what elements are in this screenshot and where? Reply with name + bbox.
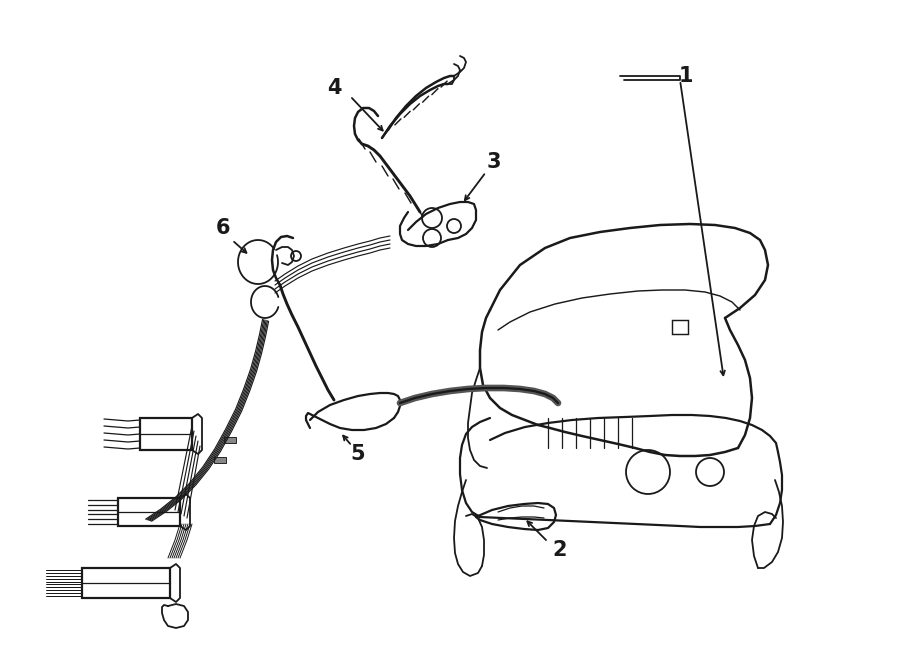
Polygon shape — [118, 498, 180, 526]
Polygon shape — [672, 320, 688, 334]
Polygon shape — [224, 437, 236, 443]
Text: 1: 1 — [679, 66, 693, 86]
Circle shape — [696, 458, 724, 486]
Polygon shape — [140, 418, 192, 450]
Text: 3: 3 — [487, 152, 501, 172]
Text: 6: 6 — [216, 218, 230, 238]
Circle shape — [291, 251, 301, 261]
Polygon shape — [82, 568, 170, 598]
Circle shape — [626, 450, 670, 494]
Circle shape — [447, 219, 461, 233]
Circle shape — [423, 229, 441, 247]
Text: 2: 2 — [553, 540, 567, 560]
Text: 5: 5 — [351, 444, 365, 464]
Polygon shape — [214, 457, 226, 463]
Circle shape — [422, 208, 442, 228]
Text: 4: 4 — [327, 78, 341, 98]
